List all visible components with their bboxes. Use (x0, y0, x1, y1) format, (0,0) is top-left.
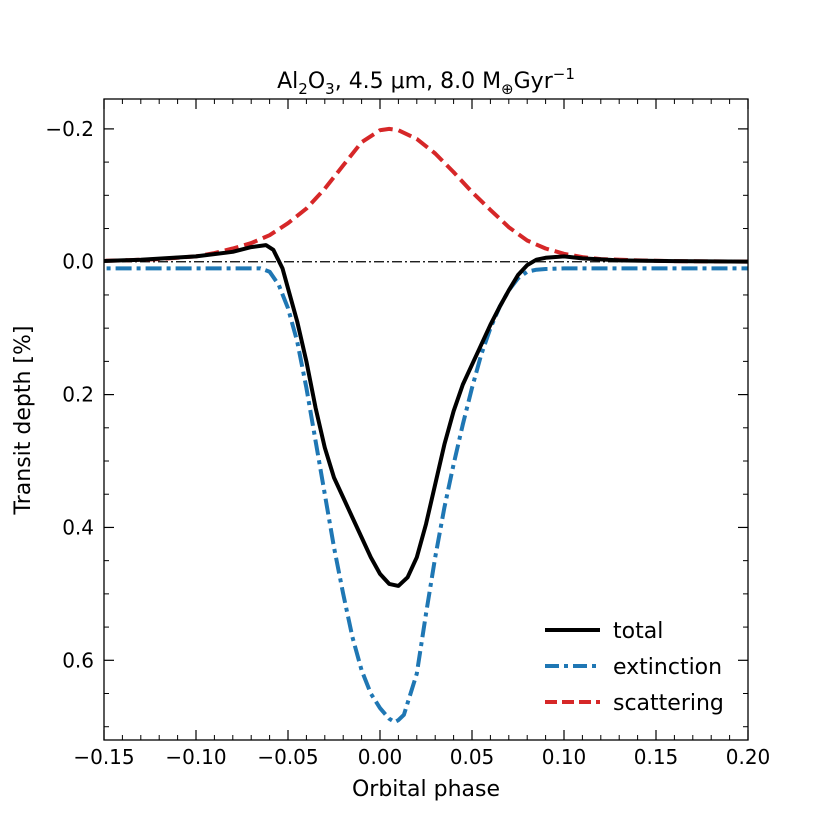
x-tick-label: 0.10 (542, 745, 587, 769)
x-tick-label: 0.00 (358, 745, 403, 769)
legend-label-total: total (613, 619, 663, 644)
y-tick-label: −0.2 (45, 117, 94, 141)
legend-label-scattering: scattering (613, 691, 724, 716)
series-layer (104, 126, 748, 725)
legend: total extinction scattering (545, 619, 724, 716)
series-line-total (104, 243, 748, 588)
y-tick-label: 0.2 (62, 383, 94, 407)
legend-label-extinction: extinction (613, 655, 722, 680)
x-axis-label: Orbital phase (352, 777, 500, 802)
x-tick-label: 0.05 (450, 745, 495, 769)
x-tick-label: 0.20 (726, 745, 771, 769)
y-tick-label: 0.4 (62, 515, 94, 539)
y-tick-label: 0.0 (62, 250, 94, 274)
series-line-scattering (104, 126, 748, 264)
y-axis-ticks: −0.2 0.0 0.2 0.4 0.6 (45, 117, 748, 728)
y-axis-label: Transit depth [%] (11, 326, 36, 516)
chart-title: Al2O3, 4.5 μm, 8.0 M⊕Gyr−1 (277, 65, 575, 98)
y-tick-label: 0.6 (62, 648, 94, 672)
x-tick-label: 0.15 (634, 745, 679, 769)
x-tick-label: −0.10 (165, 745, 226, 769)
x-tick-label: −0.15 (73, 745, 134, 769)
x-axis-ticks: −0.15 −0.10 −0.05 0.00 0.05 0.10 0.15 0.20 (73, 99, 770, 769)
plot-frame (103, 98, 749, 741)
x-tick-label: −0.05 (257, 745, 318, 769)
